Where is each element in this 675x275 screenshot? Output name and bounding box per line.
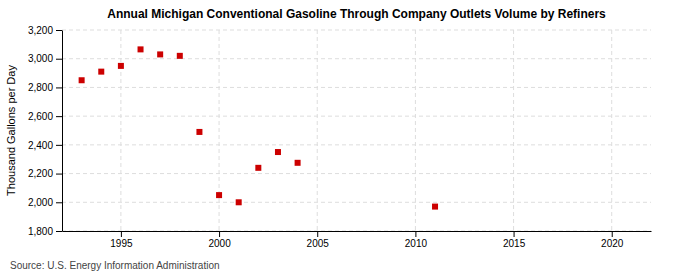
grid-line <box>120 30 121 231</box>
tick-label: 2020 <box>601 238 624 249</box>
tick-mark <box>219 231 220 237</box>
tick: 2,200 <box>28 168 62 179</box>
tick-mark <box>56 59 62 60</box>
tick-label: 3,000 <box>28 53 53 64</box>
grid-line <box>62 30 651 31</box>
tick: 2010 <box>405 231 428 249</box>
grid-line <box>415 30 416 231</box>
tick: 1995 <box>110 231 133 249</box>
point <box>98 69 104 75</box>
tick-label: 2,800 <box>28 82 53 93</box>
point <box>177 53 183 59</box>
grid-line <box>219 30 220 231</box>
tick: 3,200 <box>28 25 62 36</box>
tick: 2,400 <box>28 140 62 151</box>
tick-mark <box>56 202 62 203</box>
tick: 2,800 <box>28 82 62 93</box>
tick-label: 2010 <box>405 238 428 249</box>
grid-line <box>62 173 651 174</box>
tick-mark <box>56 231 62 232</box>
tick-mark <box>56 30 62 31</box>
axis-line <box>63 231 652 232</box>
grid-line <box>317 30 318 231</box>
tick-label: 2,600 <box>28 111 53 122</box>
tick-label: 2015 <box>503 238 526 249</box>
tick-label: 1995 <box>110 238 133 249</box>
grid-line <box>62 202 651 203</box>
tick-label: 3,200 <box>28 25 53 36</box>
tick: 2005 <box>307 231 330 249</box>
tick: 1,800 <box>28 226 62 237</box>
point <box>255 165 261 171</box>
tick-mark <box>56 87 62 88</box>
tick-mark <box>56 174 62 175</box>
point <box>79 77 85 83</box>
point <box>275 149 281 155</box>
grid-line <box>611 30 612 231</box>
points <box>79 46 438 209</box>
tick-label: 2,200 <box>28 168 53 179</box>
point <box>157 51 163 57</box>
plot: 1995 2000 2005 2010 2015 2020 1,800 2,000 2,200 2… <box>28 25 652 249</box>
tick-label: 2000 <box>208 238 231 249</box>
point <box>295 160 301 166</box>
tick-label: 1,800 <box>28 226 53 237</box>
annotation: Source: U.S. Energy Information Administ… <box>10 260 220 271</box>
tick-label: 2005 <box>307 238 330 249</box>
point <box>196 129 202 135</box>
x-axis: 1995 2000 2005 2010 2015 2020 <box>63 231 652 249</box>
grid-line <box>62 58 651 59</box>
grid <box>62 30 651 231</box>
point <box>236 199 242 205</box>
tick: 3,000 <box>28 53 62 64</box>
tick-mark <box>56 145 62 146</box>
tick-mark <box>56 116 62 117</box>
grid-line <box>62 116 651 117</box>
tick-mark <box>121 231 122 237</box>
tick: 2000 <box>208 231 231 249</box>
tick-mark <box>317 231 318 237</box>
grid-line <box>513 30 514 231</box>
tick: 2,000 <box>28 197 62 208</box>
grid-line <box>62 231 651 232</box>
tick-mark <box>612 231 613 237</box>
tick: 2,600 <box>28 111 62 122</box>
y-axis: 1,800 2,000 2,200 2,400 2,600 2,800 3,000 3,200 <box>28 25 63 237</box>
tick-label: 2,400 <box>28 140 53 151</box>
tick-mark <box>415 231 416 237</box>
point <box>216 192 222 198</box>
y-axis-title: Thousand Gallons per Day <box>5 65 17 196</box>
tick-label: 2,000 <box>28 197 53 208</box>
title: Annual Michigan Conventional Gasoline Th… <box>107 7 606 21</box>
tick-mark <box>514 231 515 237</box>
tick: 2020 <box>601 231 624 249</box>
chart: 1995 2000 2005 2010 2015 2020 1,800 2,000 2,200 2… <box>0 0 675 275</box>
point <box>138 46 144 52</box>
point <box>118 63 124 69</box>
tick: 2015 <box>503 231 526 249</box>
grid-line <box>62 144 651 145</box>
axis-line <box>62 31 63 232</box>
grid-line <box>62 87 651 88</box>
point <box>432 204 438 210</box>
